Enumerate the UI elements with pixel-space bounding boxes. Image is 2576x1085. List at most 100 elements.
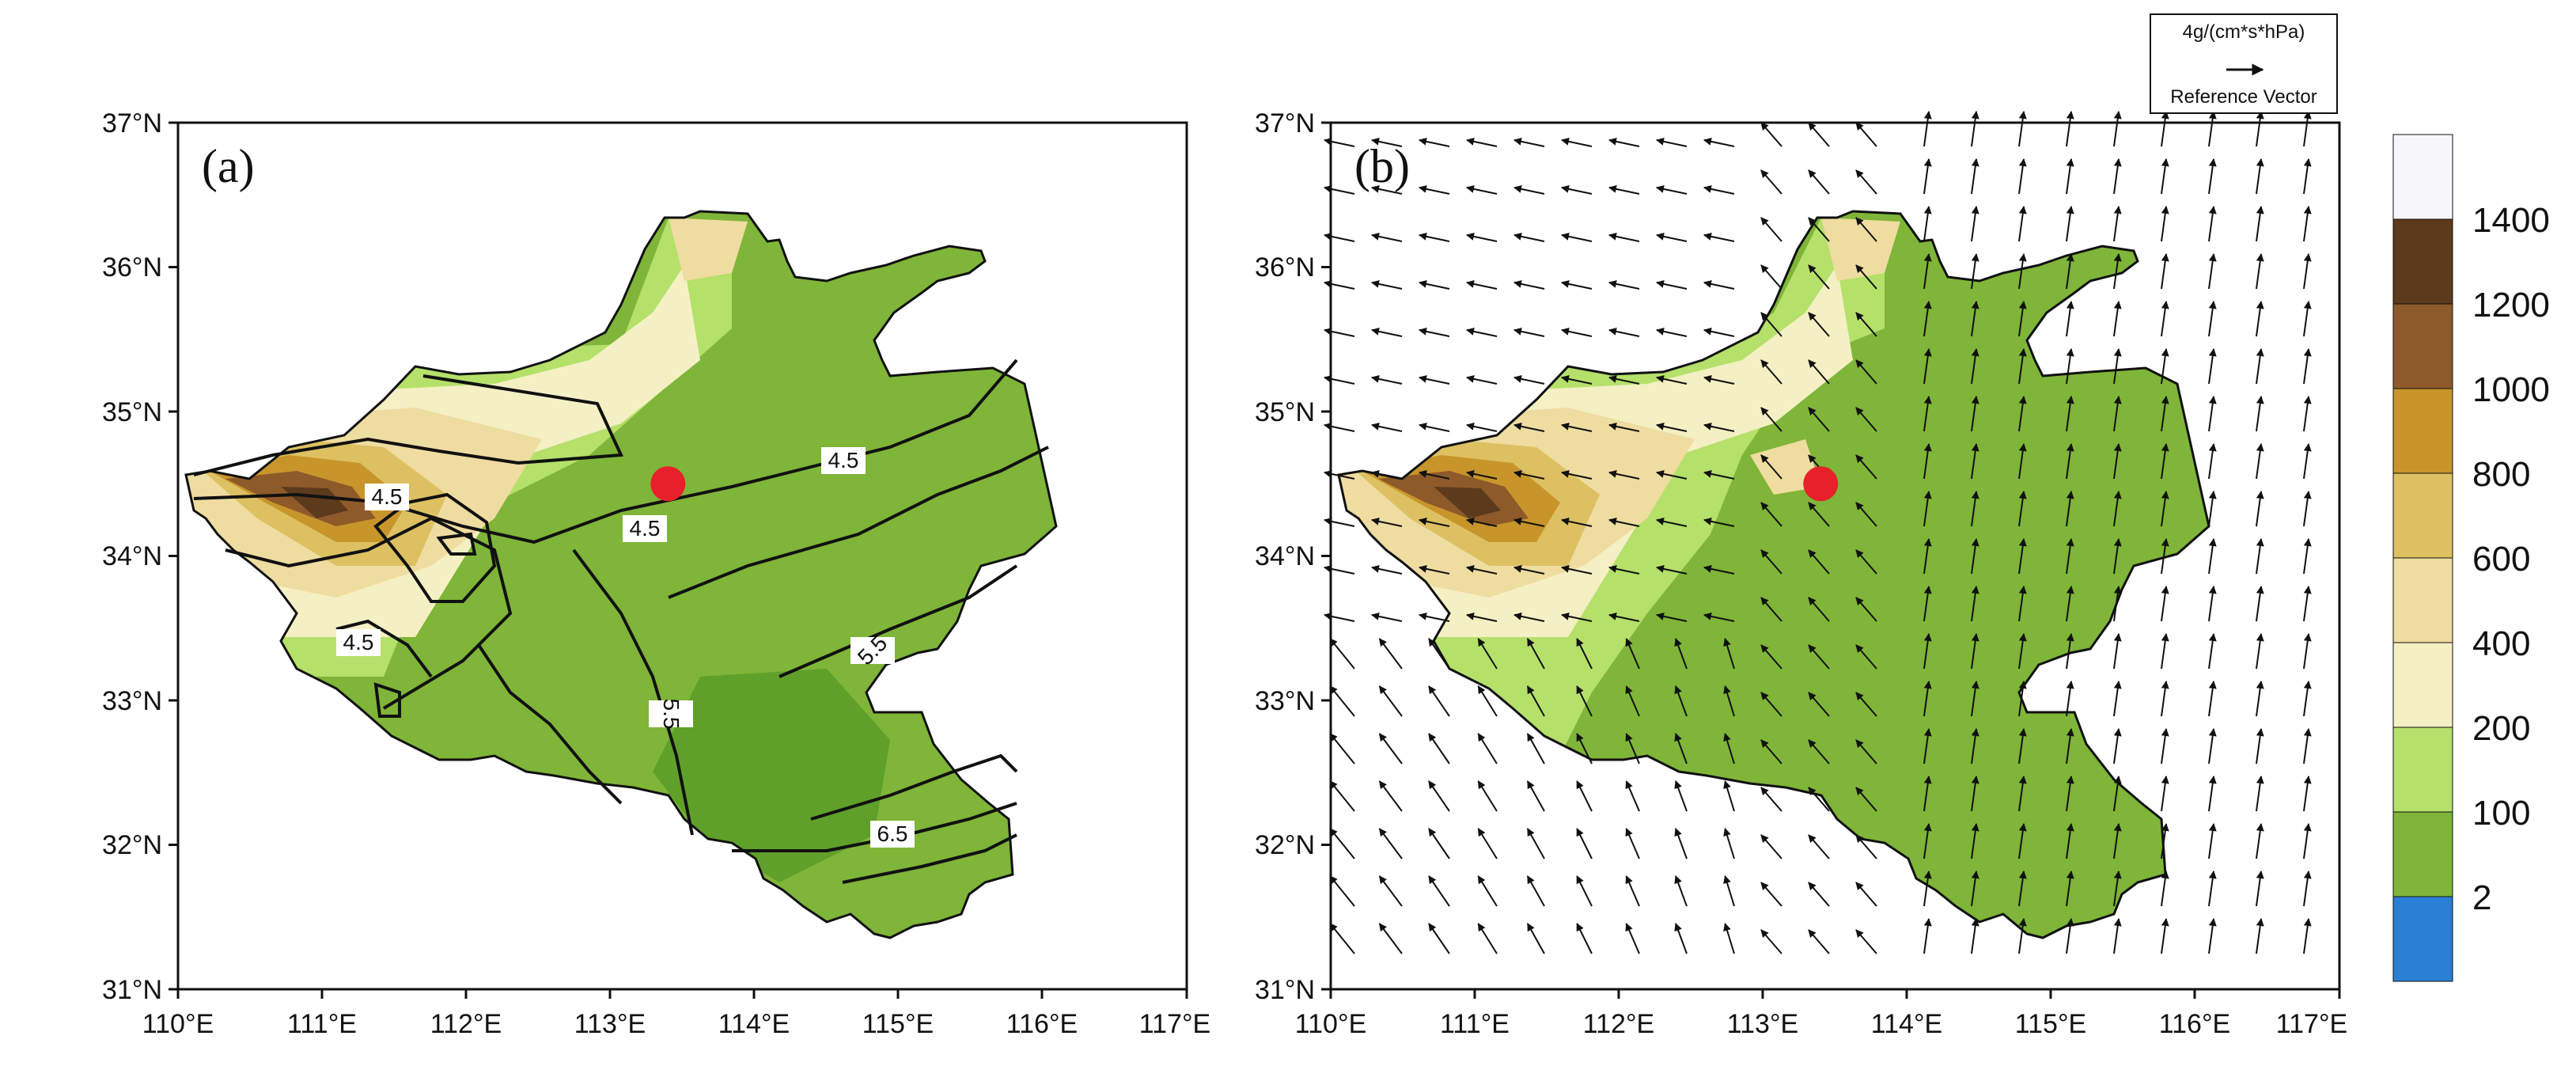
lon-label: 111°E [1440, 1009, 1510, 1039]
panel-b-lat-labels: 37°N 36°N 35°N 34°N 33°N 32°N 31°N [1255, 108, 1315, 1005]
arrow-icon [1971, 728, 1979, 764]
arrow-icon [1808, 312, 1830, 337]
arrow-icon [2018, 491, 2027, 527]
arrow-icon [1656, 232, 1688, 242]
arrow-icon [2256, 776, 2264, 812]
panel-b: (b) 37°N 36°N 35°N 34°N 33°N 32°N 31°N 1… [1255, 108, 2347, 1039]
arrow-icon [1526, 780, 1545, 812]
arrow-icon [1428, 780, 1450, 812]
arrow-icon [1855, 454, 1877, 480]
arrow-icon [2113, 396, 2122, 432]
arrow-icon [1923, 823, 1932, 859]
arrow-icon [1526, 828, 1545, 859]
lat-label: 37°N [1255, 108, 1315, 138]
arrow-icon [2303, 206, 2312, 242]
arrow-icon [2208, 348, 2217, 385]
arrow-icon [1971, 206, 1979, 242]
arrow-icon [1608, 612, 1640, 622]
arrow-icon [1760, 407, 1782, 432]
arrow-icon [2303, 491, 2312, 527]
arrow-icon [1608, 564, 1640, 575]
arrow-icon [1608, 184, 1640, 195]
arrow-icon [2066, 871, 2074, 907]
arrow-icon [1808, 122, 1830, 147]
arrow-icon [1513, 137, 1545, 147]
arrow-icon [1378, 875, 1403, 907]
panel-a-label: (a) [202, 140, 255, 192]
arrow-icon [1513, 612, 1545, 622]
arrow-icon [1923, 871, 1932, 907]
arrow-icon [1923, 728, 1932, 764]
arrow-icon [1723, 733, 1735, 764]
arrow-icon [2113, 253, 2122, 290]
arrow-icon [1324, 374, 1355, 385]
arrow-icon [1971, 823, 1979, 859]
arrow-icon [1971, 253, 1979, 290]
arrow-icon [1703, 517, 1735, 527]
lat-label: 32°N [102, 830, 162, 860]
arrow-icon [2303, 776, 2312, 812]
reference-vector-caption: Reference Vector [2170, 86, 2317, 108]
colorbar-swatch [2392, 303, 2453, 389]
arrow-icon [1855, 882, 1877, 907]
arrow-icon [1608, 137, 1640, 147]
arrow-icon [1971, 348, 1979, 385]
arrow-icon [1477, 923, 1498, 954]
arrow-icon [1378, 733, 1403, 764]
arrow-icon [2208, 491, 2217, 527]
arrow-icon [1808, 264, 1830, 290]
arrow-icon [2113, 586, 2122, 622]
arrow-icon [1760, 692, 1782, 717]
arrow-icon [1608, 422, 1640, 432]
arrow-icon [1477, 875, 1498, 907]
arrow-icon [1923, 348, 1932, 385]
arrow-icon [2161, 823, 2169, 859]
arrow-icon [1576, 923, 1593, 954]
arrow-icon [2066, 348, 2074, 385]
arrow-icon [1760, 359, 1782, 385]
panel-b-label: (b) [1354, 140, 1410, 192]
arrow-icon [2113, 538, 2122, 575]
arrow-icon [2303, 871, 2312, 907]
arrow-icon [2256, 538, 2264, 575]
arrow-icon [1378, 780, 1403, 812]
arrow-icon [1656, 517, 1688, 527]
arrow-icon [1855, 312, 1877, 337]
arrow-icon [2161, 158, 2169, 195]
arrow-icon [1808, 407, 1830, 432]
arrow-icon [1419, 612, 1450, 622]
arrow-icon [1466, 517, 1498, 527]
arrow-icon [2256, 633, 2264, 670]
arrow-icon [1855, 787, 1877, 812]
arrow-icon [1923, 491, 1932, 527]
arrow-icon [1971, 871, 1979, 907]
arrow-icon [1808, 739, 1830, 764]
arrow-icon [1513, 279, 1545, 290]
arrow-icon [1625, 780, 1640, 812]
arrow-icon [1674, 638, 1688, 670]
arrow-icon [1378, 638, 1403, 670]
arrow-icon [2113, 348, 2122, 385]
arrow-icon [1855, 264, 1877, 290]
arrow-icon [2018, 443, 2027, 480]
arrow-icon [2018, 111, 2027, 147]
arrow-icon [1760, 644, 1782, 670]
arrow-icon [1526, 923, 1545, 954]
colorbar-swatch [2392, 472, 2453, 559]
arrow-icon [1561, 232, 1593, 242]
lat-label: 36°N [1255, 252, 1315, 283]
arrow-icon [1329, 828, 1355, 859]
arrow-icon [2066, 586, 2074, 622]
arrow-icon [1371, 612, 1403, 622]
lat-label: 33°N [1255, 686, 1315, 716]
arrow-icon [1561, 612, 1593, 622]
arrow-icon [1378, 828, 1403, 859]
arrow-icon [2113, 158, 2122, 195]
arrow-icon [1703, 564, 1735, 575]
arrow-icon [2161, 348, 2169, 385]
arrow-icon [1971, 491, 1979, 527]
arrow-icon [2161, 633, 2169, 670]
arrow-icon [1703, 374, 1735, 385]
arrow-icon [1703, 232, 1735, 242]
